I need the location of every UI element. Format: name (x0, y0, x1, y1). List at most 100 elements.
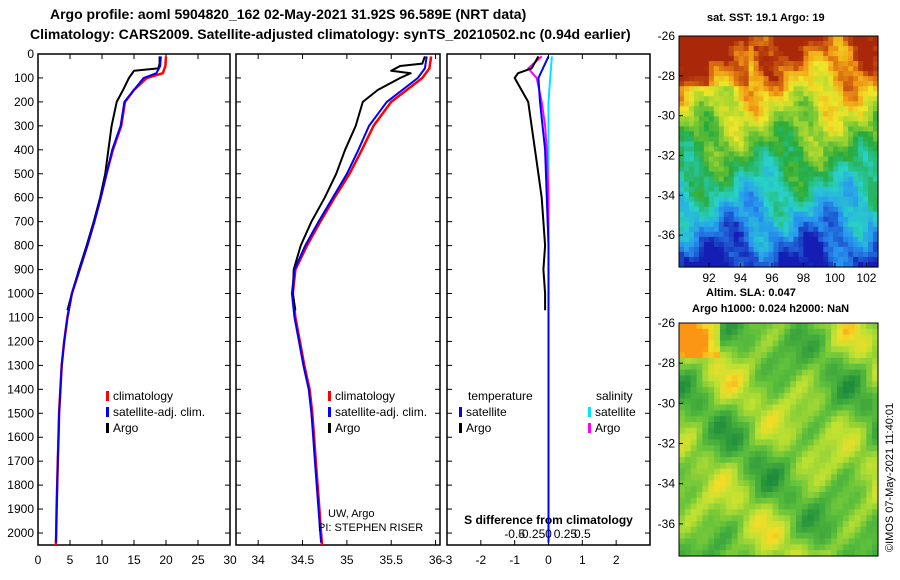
sla-cell (696, 404, 704, 411)
y-tick-label: 700 (14, 215, 34, 229)
sst-cell (808, 136, 814, 143)
sst-cell (703, 81, 710, 87)
sst-cell (818, 121, 824, 127)
sst-cell (778, 71, 785, 77)
sst-cell (793, 171, 799, 178)
sla-cell (696, 521, 704, 528)
y-tick-label: 300 (14, 119, 34, 133)
sst-cell (758, 126, 765, 133)
sst-cell (848, 161, 854, 168)
sla-cell (755, 404, 762, 411)
sst-cell (773, 246, 780, 253)
sst-cell (873, 246, 879, 253)
sst-cell (813, 56, 819, 62)
sla-cell (801, 468, 809, 476)
sla-cell (737, 427, 744, 435)
sst-cell (728, 61, 735, 67)
sla-cell (719, 550, 727, 557)
sst-cell (733, 111, 740, 117)
sla-cell (790, 410, 797, 417)
sla-cell (749, 544, 756, 551)
sla-cell (731, 439, 739, 446)
sst-cell (718, 136, 725, 143)
sst-cell (683, 126, 690, 133)
sst-cell (743, 156, 750, 163)
sst-cell (838, 66, 844, 72)
sla-cell (784, 328, 791, 336)
sla-cell (708, 456, 715, 464)
sst-cell (873, 111, 879, 117)
sla-cell (860, 503, 867, 510)
sla-cell (766, 462, 774, 470)
sla-cell (866, 398, 873, 406)
sst-cell (688, 71, 695, 77)
sla-cell (737, 509, 744, 516)
sst-map-title: sat. SST: 19.1 Argo: 19 (707, 12, 825, 24)
sst-cell (753, 246, 760, 253)
sst-cell (793, 111, 799, 117)
sla-cell (807, 532, 815, 540)
sst-cell (718, 226, 725, 233)
sst-cell (728, 176, 735, 183)
sla-cell (842, 404, 850, 411)
sla-cell (866, 410, 873, 417)
sst-cell (873, 126, 879, 133)
sla-cell (860, 468, 867, 476)
sla-cell (819, 392, 826, 400)
sla-cell (696, 515, 704, 522)
sst-cell (838, 231, 844, 238)
sst-cell (738, 236, 745, 243)
sst-cell (758, 116, 765, 122)
sla-cell (743, 445, 750, 452)
sla-cell (731, 451, 739, 458)
sst-cell (813, 146, 819, 153)
sst-cell (788, 61, 795, 67)
sst-cell (743, 226, 750, 233)
sla-cell (796, 369, 803, 377)
x-tick-label: -2 (475, 553, 486, 567)
sst-cell (843, 96, 849, 102)
sla-cell (731, 462, 739, 470)
sst-cell (713, 121, 720, 127)
sla-cell (801, 416, 809, 423)
sla-cell (749, 398, 756, 406)
sst-cell (843, 111, 849, 117)
sst-cell (743, 196, 750, 203)
sst-cell (778, 231, 785, 238)
sla-cell (842, 352, 850, 359)
sla-cell (679, 352, 686, 359)
sst-cell (853, 261, 859, 268)
sst-cell (708, 46, 715, 52)
sst-cell (858, 136, 864, 143)
sst-cell (693, 186, 700, 193)
sla-cell (772, 497, 780, 505)
sst-cell (708, 41, 715, 47)
sst-cell (808, 81, 814, 87)
sla-cell (679, 387, 686, 394)
sla-cell (790, 398, 797, 406)
sst-cell (728, 236, 735, 243)
sst-cell (813, 201, 819, 208)
sla-cell (796, 387, 803, 394)
sla-cell (854, 509, 862, 516)
sst-cell (693, 121, 700, 127)
sla-cell (790, 474, 797, 481)
sla-cell (772, 369, 780, 377)
sst-cell (788, 86, 795, 92)
sst-cell (688, 216, 695, 223)
sla-cell (784, 323, 791, 330)
sla-cell (825, 381, 832, 388)
sla-cell (807, 392, 815, 400)
sst-cell (738, 81, 745, 87)
sst-cell (778, 161, 785, 168)
sst-cell (868, 171, 874, 178)
sst-cell (858, 111, 864, 117)
sla-cell (831, 422, 838, 429)
sla-cell (690, 550, 698, 557)
x-tick-label: 35 (340, 553, 354, 567)
sla-cell (696, 456, 704, 464)
sst-cell (778, 81, 785, 87)
sst-cell (803, 206, 809, 213)
sla-cell (679, 410, 686, 417)
sst-cell (718, 151, 725, 158)
